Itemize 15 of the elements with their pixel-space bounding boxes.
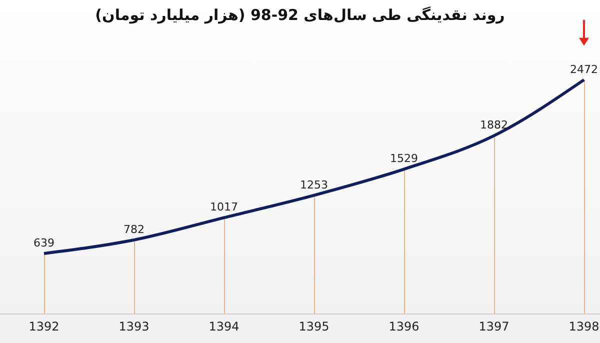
x-tick-label: 1393 [118, 320, 150, 334]
x-tick-label: 1392 [28, 320, 60, 334]
x-tick-label: 1397 [478, 320, 510, 334]
data-label: 782 [124, 222, 144, 236]
x-tick-label: 1398 [568, 320, 600, 334]
data-label: 1529 [390, 152, 418, 166]
data-label: 1253 [300, 178, 328, 192]
data-label: 1882 [480, 118, 508, 132]
chart-title: روند نقدینگی طی سال‌های 92-98 (هزار میلیارد تومان) [94, 6, 506, 24]
x-tick-label: 1395 [298, 320, 330, 334]
data-label: 1017 [210, 200, 238, 214]
x-tick-label: 1394 [208, 320, 240, 334]
data-label: 2472 [570, 62, 598, 76]
x-tick-label: 1396 [388, 320, 420, 334]
data-label: 639 [34, 236, 54, 250]
